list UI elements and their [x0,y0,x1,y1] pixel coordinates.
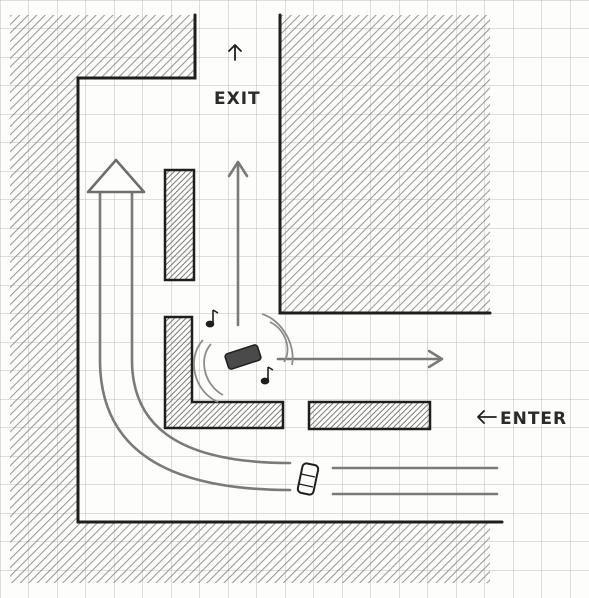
thin-arrow-heads [227,160,444,369]
moving-car-icon [296,462,320,496]
exit-marker: EXIT [214,44,261,109]
island-right [307,400,432,431]
center-islands [163,168,432,431]
island-corner [163,315,285,430]
enter-arrow-icon [477,410,497,424]
hatched-surroundings [10,15,490,583]
lot-walls [76,13,504,524]
sound-arcs [193,313,294,403]
enter-marker: ENTER [477,409,567,429]
traffic-paths [98,163,499,496]
music-note-icon [205,309,274,385]
island-upper [163,168,196,282]
entry-outer-lane-right [130,190,292,465]
parked-car-icon [224,344,262,370]
plaza-car [193,313,294,403]
big-arrow-head [86,158,146,194]
exit-arrow-icon [228,44,242,61]
entry-outer-lane-left [98,190,292,492]
exit-label: EXIT [214,89,261,109]
enter-label: ENTER [500,409,567,429]
